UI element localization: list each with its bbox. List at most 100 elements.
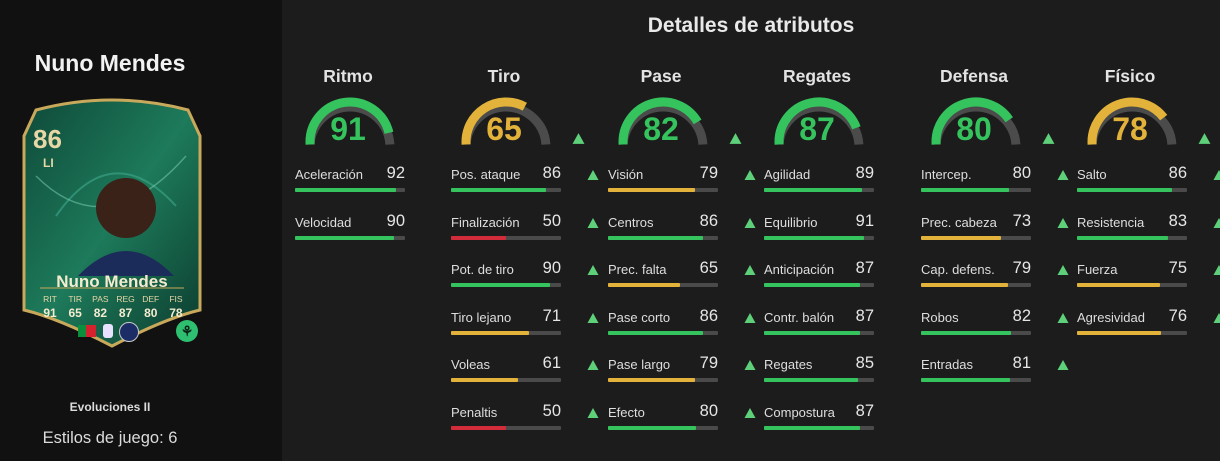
attribute-row[interactable]: Entradas 81 — [921, 354, 1069, 387]
attribute-bar-fill — [1077, 235, 1169, 240]
attribute-bar-fill — [451, 378, 519, 382]
attribute-bar-track — [608, 235, 718, 240]
attribute-label: Prec. cabeza — [921, 214, 997, 230]
card-stat-label: REG — [116, 294, 135, 304]
gauge-fill — [618, 97, 702, 145]
attribute-label: Tiro lejano — [451, 309, 512, 325]
attribute-bar-track — [608, 330, 718, 335]
card-stat-value: 78 — [169, 306, 183, 320]
attribute-row[interactable]: Visión 79 — [608, 164, 756, 197]
attribute-bar-fill — [608, 283, 680, 287]
category-4: Defensa 80 Intercep. 80 Prec. cabeza 73 Cap. d… — [909, 60, 1069, 460]
attribute-bar-fill — [921, 283, 1008, 287]
attribute-label: Visión — [608, 167, 644, 182]
upgrade-arrow-icon — [1057, 358, 1069, 376]
upgrade-arrow-icon — [1213, 311, 1220, 329]
category-gauge — [774, 97, 864, 145]
evolution-title: Evoluciones II — [69, 400, 151, 414]
category-value: 91 — [330, 111, 366, 147]
evolution-badge-icon: ⚘ — [176, 320, 198, 342]
attribute-row[interactable]: Cap. defens. 79 — [921, 259, 1069, 292]
attribute-row[interactable]: Centros 86 — [608, 212, 756, 245]
attribute-row[interactable]: Pot. de tiro 90 — [451, 259, 599, 292]
attribute-bar-fill — [1077, 188, 1172, 192]
attribute-row[interactable]: Anticipación 87 — [764, 259, 912, 292]
attribute-bar-track — [764, 283, 874, 287]
attribute-bar-fill — [451, 283, 550, 287]
attribute-row[interactable]: Intercep. 80 — [921, 164, 1069, 197]
attribute-row[interactable]: Salto 86 — [1077, 164, 1220, 197]
attribute-row[interactable]: Prec. cabeza 73 — [921, 212, 1069, 245]
category-name: Tiro — [487, 66, 521, 86]
attribute-label: Prec. falta — [608, 262, 667, 277]
attribute-row[interactable]: Tiro lejano 71 — [451, 307, 599, 340]
attribute-bar-track — [608, 283, 718, 287]
attribute-row[interactable]: Regates 85 — [764, 354, 912, 387]
attribute-row[interactable]: Equilibrio 91 — [764, 211, 912, 245]
card-stat-value: 80 — [144, 306, 158, 320]
attribute-label: Fuerza — [1077, 262, 1118, 277]
playstyles-count[interactable]: Estilos de juego: 6 — [42, 429, 178, 447]
attribute-row[interactable]: Voleas 61 — [451, 354, 599, 387]
attribute-bar-fill — [608, 425, 696, 430]
attribute-bar-fill — [608, 235, 703, 240]
attribute-bar-track — [295, 235, 405, 240]
card-stat: DEF 80 — [139, 294, 163, 320]
attribute-row[interactable]: Aceleración 92 — [295, 164, 443, 197]
category-value: 82 — [643, 111, 679, 147]
player-name: Nuno Mendes — [34, 50, 186, 76]
attribute-row[interactable]: Robos 82 — [921, 307, 1069, 340]
section-title: Detalles de atributos — [647, 14, 855, 37]
attribute-value: 86 — [1168, 164, 1187, 182]
attribute-bar-track — [1077, 283, 1187, 287]
attribute-row[interactable]: Efecto 80 — [608, 402, 756, 435]
attribute-row[interactable]: Agresividad 76 — [1077, 307, 1220, 340]
attribute-bar-fill — [451, 330, 530, 335]
attribute-bar-track — [295, 188, 405, 192]
attribute-row[interactable]: Finalización 50 — [451, 212, 599, 245]
category-value: 65 — [486, 111, 522, 147]
attribute-bar-track — [451, 188, 561, 192]
attribute-bar-fill — [451, 425, 506, 430]
attribute-bar-fill — [295, 235, 394, 240]
upgrade-arrow-icon — [1057, 263, 1069, 281]
attribute-bar-track — [764, 188, 874, 192]
attribute-label: Regates — [764, 357, 813, 372]
upgrade-arrow-icon — [1057, 216, 1069, 234]
attribute-label: Contr. balón — [764, 309, 835, 325]
attribute-value: 86 — [542, 164, 561, 182]
attribute-row[interactable]: Pase largo 79 — [608, 354, 756, 387]
player-card[interactable]: 86 LI Nuno Mendes RIT 91 TIR 65 PAS 82 REG 8… — [16, 96, 208, 348]
attribute-value: 90 — [386, 211, 405, 230]
attribute-row[interactable]: Fuerza 75 — [1077, 259, 1220, 292]
attribute-row[interactable]: Agilidad 89 — [764, 164, 912, 197]
attribute-row[interactable]: Pos. ataque 86 — [451, 164, 599, 197]
attribute-value: 91 — [855, 211, 874, 230]
attribute-row[interactable]: Pase corto 86 — [608, 307, 756, 340]
card-stat: RIT 91 — [38, 294, 62, 320]
attribute-bar-fill — [608, 188, 695, 192]
attribute-row[interactable]: Compostura 87 — [764, 402, 912, 435]
card-stat-label: DEF — [142, 294, 160, 304]
attribute-row[interactable]: Velocidad 90 — [295, 211, 443, 245]
upgrade-arrow-icon — [729, 132, 742, 150]
attribute-row[interactable]: Contr. balón 87 — [764, 307, 912, 340]
card-rating: 86 — [33, 124, 62, 154]
category-name: Regates — [782, 66, 852, 86]
attribute-row[interactable]: Resistencia 83 — [1077, 212, 1220, 245]
attribute-bar-fill — [1077, 283, 1160, 287]
attribute-row[interactable]: Prec. falta 65 — [608, 259, 756, 292]
attribute-label: Efecto — [608, 404, 645, 420]
card-stat-label: FIS — [169, 294, 183, 304]
attribute-label: Anticipación — [764, 262, 835, 277]
upgrade-arrow-icon — [1213, 263, 1220, 281]
category-value: 78 — [1112, 111, 1148, 147]
category-name: Ritmo — [323, 66, 373, 86]
upgrade-arrow-icon — [572, 132, 585, 150]
attribute-label: Pase corto — [608, 309, 671, 325]
attribute-value: 65 — [699, 259, 718, 277]
attribute-row[interactable]: Penaltis 50 — [451, 402, 599, 435]
attribute-bar-track — [608, 425, 718, 430]
attribute-bar-track — [451, 283, 561, 287]
attribute-value: 90 — [542, 259, 561, 277]
